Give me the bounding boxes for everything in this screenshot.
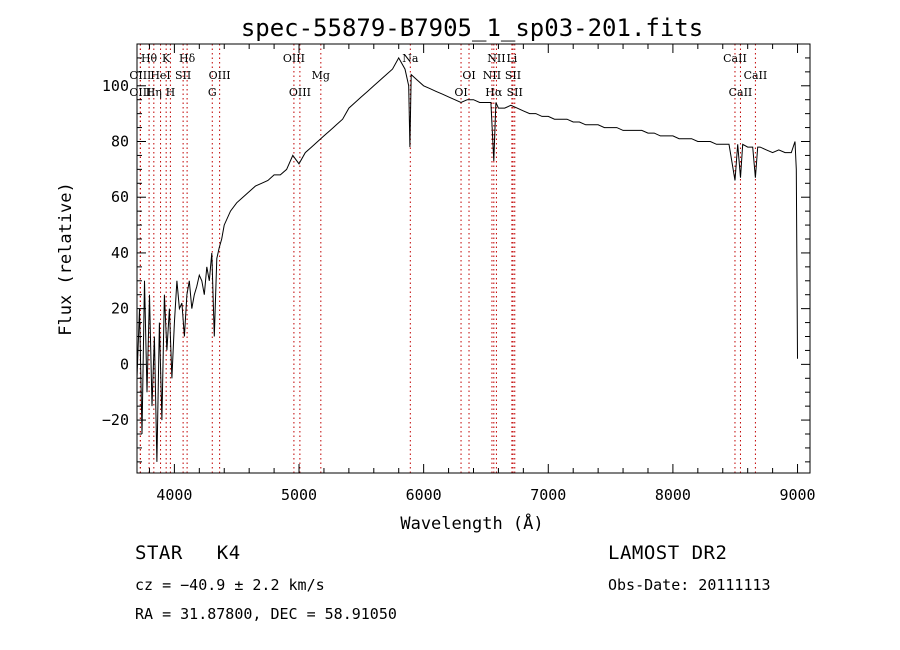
marker-label-16: Li [506, 52, 517, 65]
marker-label-24: CaII [744, 69, 768, 82]
spectrum-line [136, 56, 798, 462]
x-tick-label-4: 8000 [655, 486, 691, 504]
marker-label-12: Mg [312, 69, 330, 82]
object-subclass: K4 [216, 542, 241, 564]
x-tick-label-0: 4000 [156, 486, 192, 504]
survey-name: LAMOST DR2 [608, 542, 728, 564]
axis-ticks [137, 44, 810, 473]
marker-label-3: OIII [129, 69, 151, 82]
y-tick-label-6: 100 [102, 77, 129, 95]
plot-frame [136, 43, 811, 474]
marker-label-7: OIII [129, 86, 151, 99]
marker-label-4: HeI [150, 69, 170, 82]
y-tick-label-4: 60 [111, 188, 129, 206]
x-tick-label-3: 7000 [530, 486, 566, 504]
coordinates: RA = 31.87800, DEC = 58.91050 [135, 605, 397, 623]
marker-label-21: Hα [485, 86, 503, 99]
y-axis-label: Flux (relative) [56, 182, 76, 336]
y-tick-label-5: 80 [111, 133, 129, 151]
marker-label-5: SII [175, 69, 191, 82]
x-tick-label-5: 9000 [779, 486, 815, 504]
object-class: STAR [135, 542, 183, 564]
x-tick-labels: 4000 5000 6000 7000 8000 9000 [156, 486, 815, 504]
marker-label-20: OI [454, 86, 467, 99]
spectral-line-markers [139, 44, 756, 473]
y-tick-labels: −20 0 20 40 60 80 100 [102, 77, 129, 429]
object-class-line: STAR K4 [135, 542, 241, 564]
marker-label-17: OI [462, 69, 475, 82]
x-tick-label-1: 5000 [281, 486, 317, 504]
marker-label-14: Na [402, 52, 419, 65]
marker-label-11: OIII [283, 52, 305, 65]
marker-label-2: Hδ [179, 52, 196, 65]
observation-date: Obs-Date: 20111113 [608, 576, 771, 594]
marker-label-13: OIII [289, 86, 311, 99]
marker-label-15: NII [487, 52, 505, 65]
marker-label-0: Hθ [141, 52, 158, 65]
marker-label-6: OIII [209, 69, 231, 82]
y-tick-label-0: −20 [102, 411, 129, 429]
x-tick-label-2: 6000 [406, 486, 442, 504]
marker-label-23: CaII [723, 52, 747, 65]
marker-label-1: K [162, 52, 171, 65]
y-tick-label-3: 40 [111, 244, 129, 262]
x-axis-label: Wavelength (Å) [400, 512, 543, 534]
chart-title: spec-55879-B7905_1_sp03-201.fits [241, 14, 703, 42]
redshift-value: cz = −40.9 ± 2.2 km/s [135, 576, 325, 594]
marker-label-8: Hη [146, 86, 162, 99]
marker-label-18: NII [483, 69, 501, 82]
y-tick-label-2: 20 [111, 300, 129, 318]
marker-label-22: SII [507, 86, 523, 99]
marker-label-19: SII [505, 69, 521, 82]
marker-label-9: H [166, 86, 176, 99]
y-tick-label-1: 0 [120, 355, 129, 373]
marker-label-10: G [208, 86, 217, 99]
marker-label-25: CaII [729, 86, 753, 99]
